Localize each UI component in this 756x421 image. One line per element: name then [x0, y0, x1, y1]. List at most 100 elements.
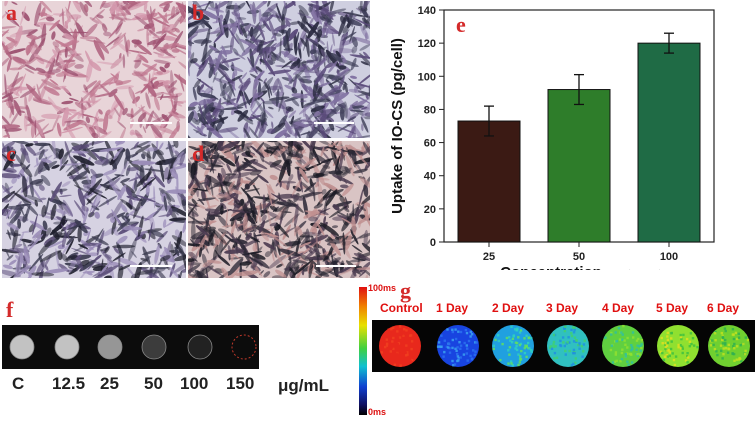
map-pixel — [406, 353, 409, 356]
map-pixel — [385, 335, 388, 338]
map-pixel — [440, 345, 443, 348]
panel-label-a: a — [6, 0, 17, 25]
map-pixel — [396, 343, 399, 346]
map-pixel — [573, 326, 576, 329]
map-pixel — [392, 326, 395, 329]
map-pixel — [570, 334, 574, 338]
map-pixel — [456, 355, 460, 358]
map-pixel — [510, 325, 513, 328]
map-pixel — [636, 354, 640, 357]
map-pixel — [630, 344, 633, 347]
map-pixel — [510, 362, 513, 365]
y-tick-label: 120 — [418, 38, 436, 50]
map-pixel — [661, 342, 664, 345]
map-pixel — [552, 345, 555, 348]
map-pixel — [720, 349, 723, 352]
map-pixel — [724, 343, 727, 346]
map-pixel — [514, 347, 517, 350]
map-pixel — [640, 346, 643, 350]
map-pixel — [396, 330, 399, 333]
map-pixel — [737, 336, 741, 339]
map-pixel — [404, 332, 407, 336]
map-pixel — [679, 335, 683, 339]
map-pixel — [457, 358, 460, 361]
map-pixel — [682, 333, 685, 337]
map-pixel — [672, 358, 676, 362]
map-pixel — [732, 337, 736, 341]
map-pixel — [387, 328, 390, 331]
map-pixel — [552, 343, 555, 346]
map-pixel — [511, 337, 515, 341]
map-pixel — [668, 351, 671, 354]
map-pixel — [578, 342, 581, 345]
map-pixel — [685, 354, 689, 358]
map-pixel — [459, 347, 462, 350]
map-pixel — [639, 345, 642, 348]
map-pixel — [509, 339, 512, 342]
map-pixel — [406, 351, 409, 354]
map-pixel — [464, 328, 468, 332]
scale-bar — [130, 265, 172, 267]
map-pixel — [519, 355, 522, 358]
map-pixel — [474, 350, 477, 353]
map-pixel — [530, 350, 533, 353]
map-pixel — [457, 356, 460, 360]
map-pixel — [459, 356, 462, 359]
map-pixel — [740, 359, 743, 363]
map-pixel — [463, 341, 466, 345]
map-pixel — [452, 364, 455, 367]
map-pixel — [670, 337, 673, 340]
map-pixel — [688, 340, 692, 343]
map-pixel — [621, 338, 624, 341]
map-pixel — [401, 360, 405, 363]
map-pixel — [443, 350, 446, 354]
time-label: Control — [380, 301, 423, 315]
map-pixel — [631, 347, 634, 351]
map-pixel — [573, 336, 577, 339]
map-pixel — [408, 334, 412, 337]
map-pixel — [510, 341, 514, 344]
map-pixel — [497, 334, 500, 337]
map-pixel — [727, 343, 730, 347]
map-pixel — [404, 361, 407, 364]
map-pixel — [451, 338, 454, 342]
map-pixel — [525, 355, 528, 359]
map-pixel — [630, 361, 634, 364]
map-pixel — [716, 353, 719, 357]
map-pixel — [610, 344, 614, 347]
map-pixel — [617, 327, 621, 330]
map-pixel — [507, 362, 510, 365]
relaxation-map — [547, 325, 589, 367]
map-pixel — [399, 364, 402, 367]
map-pixel — [462, 353, 466, 356]
map-pixel — [456, 352, 459, 356]
map-pixel — [679, 347, 683, 350]
map-pixel — [637, 337, 640, 341]
map-pixel — [746, 338, 750, 342]
map-pixel — [660, 336, 663, 340]
map-pixel — [519, 358, 522, 361]
phantom-well — [141, 334, 167, 360]
map-pixel — [711, 339, 714, 342]
bar-50 — [547, 89, 611, 243]
map-pixel — [397, 350, 401, 353]
map-pixel — [515, 344, 518, 348]
map-pixel — [582, 343, 586, 346]
time-label: 6 Day — [707, 301, 740, 315]
colorbar-top-label: 100ms — [368, 283, 397, 293]
map-pixel — [722, 353, 725, 356]
map-pixel — [670, 340, 673, 343]
map-pixel — [690, 342, 693, 346]
map-pixel — [402, 334, 405, 337]
y-tick-label: 140 — [418, 5, 436, 17]
map-pixel — [662, 358, 666, 362]
map-pixel — [405, 354, 408, 357]
map-pixel — [665, 355, 668, 359]
map-pixel — [666, 349, 669, 352]
map-pixel — [455, 349, 458, 352]
concentration-label: 25 — [100, 374, 119, 393]
map-pixel — [509, 360, 513, 363]
map-pixel — [578, 347, 581, 350]
map-pixel — [454, 328, 457, 331]
map-pixel — [721, 342, 725, 345]
